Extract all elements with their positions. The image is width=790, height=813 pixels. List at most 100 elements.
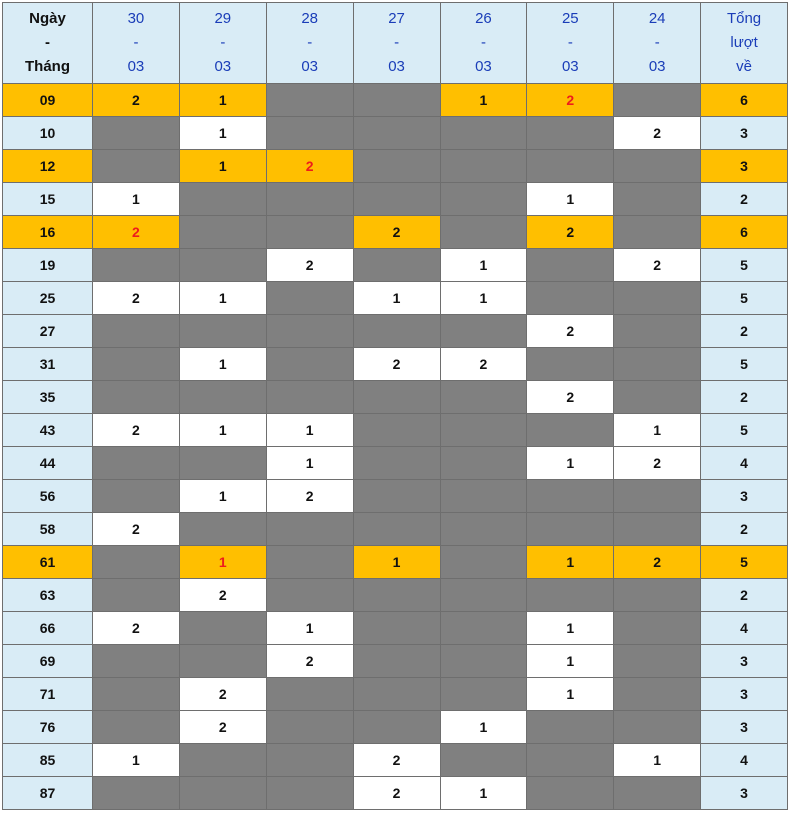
row-total: 5 <box>700 545 788 579</box>
count-cell: 2 <box>92 611 180 645</box>
count-cell: 1 <box>265 413 354 447</box>
count-cell: 1 <box>526 446 615 480</box>
row-number: 44 <box>2 446 93 480</box>
empty-cell <box>439 380 528 414</box>
empty-cell <box>352 149 441 183</box>
empty-cell <box>352 314 441 348</box>
empty-cell <box>352 248 441 282</box>
count-cell: 1 <box>265 446 354 480</box>
empty-cell <box>613 149 702 183</box>
header-line: 03 <box>388 58 405 75</box>
table-row: 09 2 1 1 2 6 <box>2 83 788 117</box>
empty-cell <box>265 710 354 744</box>
empty-cell <box>265 347 354 381</box>
empty-cell <box>526 710 615 744</box>
header-line: 28 <box>301 10 319 27</box>
empty-cell <box>526 776 615 810</box>
empty-cell <box>352 710 441 744</box>
empty-cell <box>526 149 615 183</box>
empty-cell <box>178 314 267 348</box>
empty-cell <box>92 446 180 480</box>
empty-cell <box>439 512 528 546</box>
count-cell: 1 <box>178 83 267 117</box>
row-number: 15 <box>2 182 93 216</box>
header-line: 03 <box>301 58 319 75</box>
empty-cell <box>526 116 615 150</box>
row-total: 4 <box>700 446 788 480</box>
empty-cell <box>613 314 702 348</box>
count-cell: 1 <box>439 83 528 117</box>
empty-cell <box>92 314 180 348</box>
count-cell: 2 <box>439 347 528 381</box>
row-number: 69 <box>2 644 93 678</box>
empty-cell <box>352 512 441 546</box>
empty-cell <box>526 413 615 447</box>
count-cell: 1 <box>526 545 615 579</box>
header-line: Tổng <box>726 10 762 27</box>
row-number: 85 <box>2 743 93 777</box>
table-row: 58 2 2 <box>2 512 788 546</box>
table-row: 12 1 2 3 <box>2 149 788 183</box>
row-total: 6 <box>700 83 788 117</box>
row-total: 2 <box>700 182 788 216</box>
count-cell: 1 <box>92 743 180 777</box>
header-line: - <box>480 34 486 51</box>
row-number: 10 <box>2 116 93 150</box>
count-cell: 2 <box>526 215 615 249</box>
count-cell: 1 <box>265 611 354 645</box>
count-cell: 2 <box>265 644 354 678</box>
empty-cell <box>265 512 354 546</box>
header-date-0: 30 - 03 <box>92 2 180 84</box>
empty-cell <box>613 479 702 513</box>
empty-cell <box>265 281 354 315</box>
empty-cell <box>265 83 354 117</box>
count-cell: 2 <box>613 545 702 579</box>
empty-cell <box>178 644 267 678</box>
count-cell: 1 <box>439 248 528 282</box>
count-cell: 2 <box>352 743 441 777</box>
header-date-label: Ngày - Tháng <box>2 2 93 84</box>
empty-cell <box>526 281 615 315</box>
empty-cell <box>92 776 180 810</box>
row-number: 63 <box>2 578 93 612</box>
empty-cell <box>92 149 180 183</box>
header-line: về <box>736 58 752 75</box>
empty-cell <box>265 743 354 777</box>
empty-cell <box>352 413 441 447</box>
row-total: 4 <box>700 611 788 645</box>
empty-cell <box>92 578 180 612</box>
header-date-4: 26 - 03 <box>439 2 528 84</box>
row-total: 5 <box>700 413 788 447</box>
row-total: 5 <box>700 281 788 315</box>
empty-cell <box>265 314 354 348</box>
empty-cell <box>265 545 354 579</box>
count-cell: 2 <box>178 677 267 711</box>
empty-cell <box>439 116 528 150</box>
empty-cell <box>265 380 354 414</box>
empty-cell <box>178 248 267 282</box>
count-cell: 2 <box>92 83 180 117</box>
header-date-3: 27 - 03 <box>352 2 441 84</box>
empty-cell <box>92 116 180 150</box>
table-row: 63 2 2 <box>2 578 788 612</box>
count-cell: 2 <box>92 281 180 315</box>
empty-cell <box>92 248 180 282</box>
table-row: 76 2 1 3 <box>2 710 788 744</box>
count-cell: 2 <box>92 215 180 249</box>
header-line: 03 <box>214 58 232 75</box>
row-total: 3 <box>700 677 788 711</box>
header-line: 29 <box>214 10 232 27</box>
empty-cell <box>613 578 702 612</box>
count-cell: 1 <box>439 776 528 810</box>
count-cell: 2 <box>526 380 615 414</box>
row-total: 3 <box>700 116 788 150</box>
table-row: 31 1 2 2 5 <box>2 347 788 381</box>
empty-cell <box>352 611 441 645</box>
row-number: 87 <box>2 776 93 810</box>
empty-cell <box>439 479 528 513</box>
empty-cell <box>613 644 702 678</box>
empty-cell <box>439 611 528 645</box>
row-total: 6 <box>700 215 788 249</box>
empty-cell <box>439 743 528 777</box>
empty-cell <box>352 479 441 513</box>
